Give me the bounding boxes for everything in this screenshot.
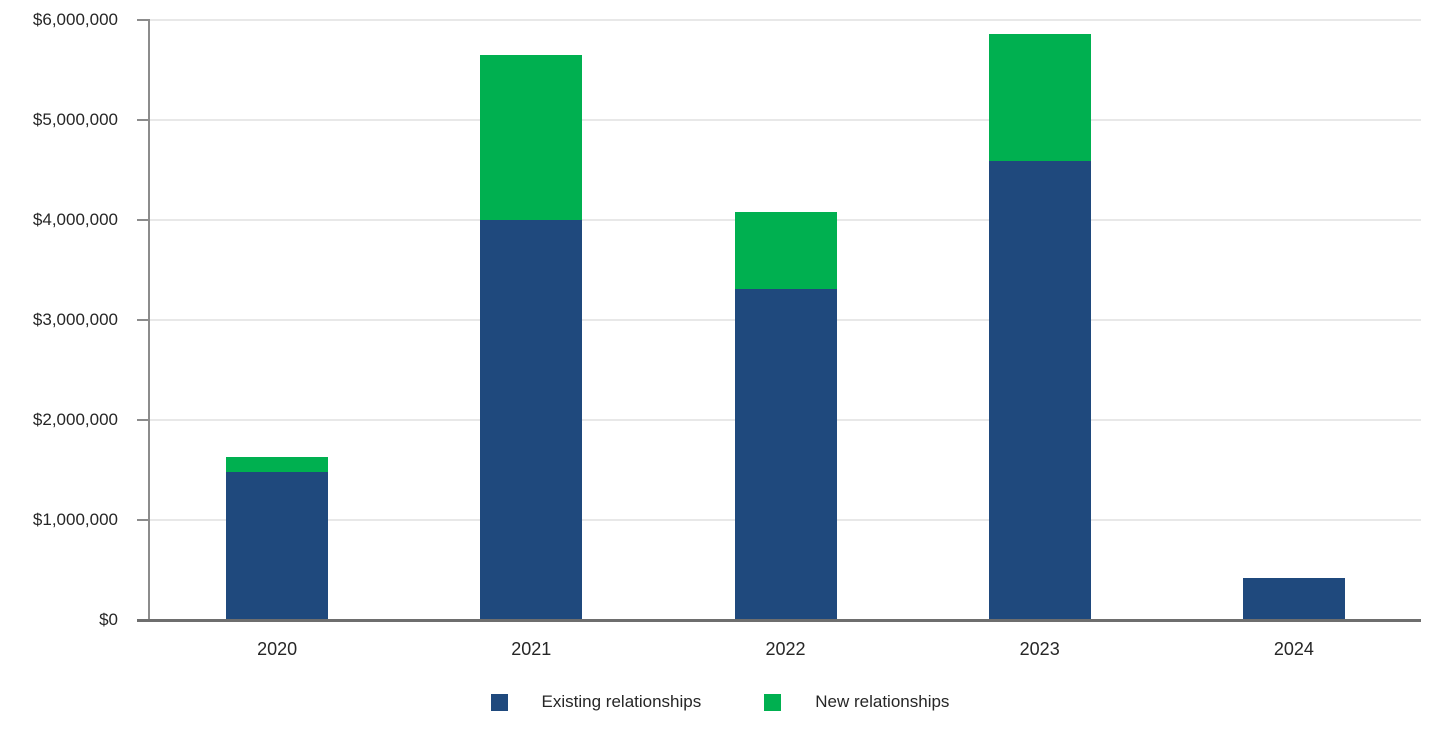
y-axis-tick xyxy=(137,519,150,521)
legend-label-new-relationships: New relationships xyxy=(815,692,950,711)
x-axis-line xyxy=(137,619,1421,622)
bar-segment-existing-relationships-2022 xyxy=(734,289,837,620)
legend-swatch-existing-relationships xyxy=(490,693,508,711)
y-axis-line xyxy=(148,20,150,620)
bar-segment-existing-relationships-2023 xyxy=(988,161,1091,620)
x-axis-label: 2020 xyxy=(257,639,298,659)
gridline xyxy=(150,19,1421,21)
y-axis-label: $1,000,000 xyxy=(32,510,118,529)
x-axis-label: 2021 xyxy=(511,639,552,659)
gridline xyxy=(150,119,1421,121)
bar-segment-existing-relationships-2021 xyxy=(480,220,583,620)
bar-segment-new-relationships-2020 xyxy=(226,457,329,472)
x-axis-label: 2023 xyxy=(1019,639,1060,659)
legend-item-new-relationships: New relationships xyxy=(764,692,949,712)
bar-segment-existing-relationships-2024 xyxy=(1242,578,1345,620)
y-axis-label: $2,000,000 xyxy=(32,410,118,429)
bar-segment-new-relationships-2022 xyxy=(734,212,837,289)
y-axis-label: $0 xyxy=(99,610,118,629)
x-axis-label: 2022 xyxy=(765,639,806,659)
bar-segment-existing-relationships-2020 xyxy=(226,472,329,620)
y-axis-tick xyxy=(137,119,150,121)
x-axis-label: 2024 xyxy=(1273,639,1314,659)
y-axis-label: $5,000,000 xyxy=(32,110,118,129)
y-axis-label: $3,000,000 xyxy=(32,310,118,329)
legend-label-existing-relationships: Existing relationships xyxy=(541,692,702,711)
legend: Existing relationships New relationships xyxy=(0,692,1440,712)
legend-item-existing-relationships: Existing relationships xyxy=(490,692,702,712)
y-axis-tick xyxy=(137,219,150,221)
bar-segment-new-relationships-2021 xyxy=(480,55,583,220)
legend-swatch-new-relationships xyxy=(764,693,782,711)
y-axis-label: $6,000,000 xyxy=(32,10,118,29)
y-axis-tick xyxy=(137,319,150,321)
y-axis-tick xyxy=(137,19,150,21)
bar-segment-new-relationships-2023 xyxy=(988,34,1091,161)
y-axis-label: $4,000,000 xyxy=(32,210,118,229)
y-axis-tick xyxy=(137,419,150,421)
